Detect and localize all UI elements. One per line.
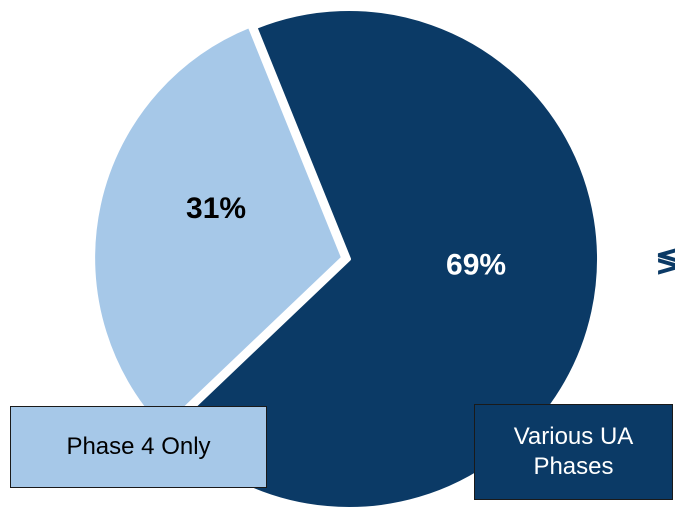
pie-value-label: 31% (186, 192, 246, 225)
pie-slice-phase-4-only (91, 23, 346, 433)
legend-phase-4-only: Phase 4 Only (10, 406, 267, 488)
pie-value-label: 69% (446, 248, 506, 281)
partial-arrow-icon: ≶ (655, 241, 675, 279)
pie-value-labels: 69% 31% (186, 192, 506, 281)
pie-slice-various-ua-phases (165, 7, 601, 511)
pie-slices (91, 7, 601, 511)
legend-various-ua-phases: Various UA Phases (474, 404, 673, 500)
